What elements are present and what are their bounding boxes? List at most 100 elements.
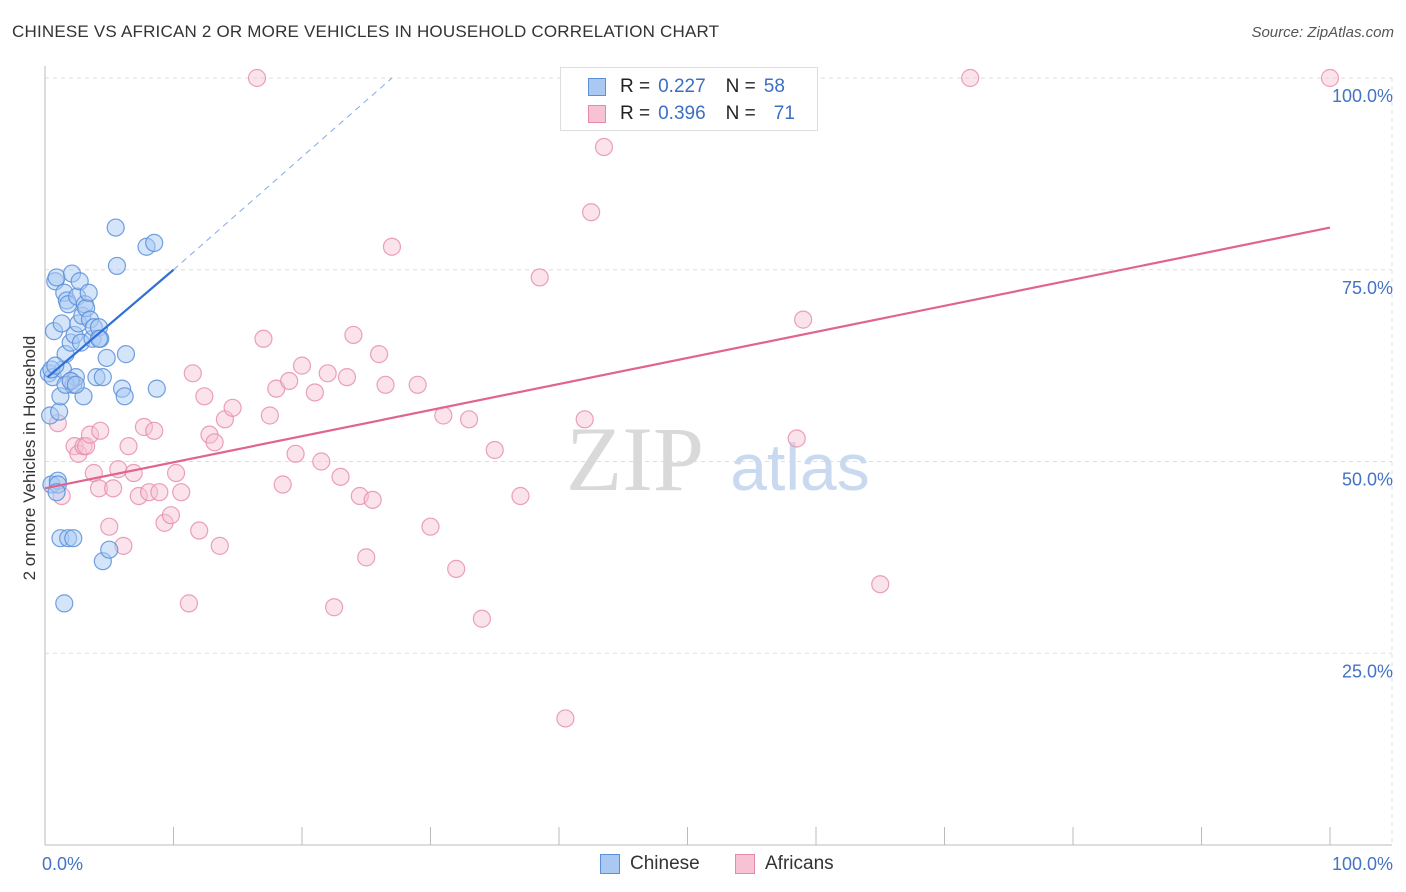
africans-point [485,440,504,460]
africans-point [205,433,224,452]
africans-point [376,375,395,394]
legend-r-value: 0.227 [658,76,706,97]
correlation-legend: R = 0.227 N = 58 R = 0.396 N = 71 [560,67,818,131]
africans-point [104,479,123,498]
africans-point [139,483,159,502]
chinese-point [66,375,85,394]
legend-r-value: 0.396 [658,103,706,124]
africans-point [325,598,344,617]
africans-point [556,709,575,728]
africans-point [179,594,199,613]
africans-point [260,406,279,425]
legend-n-label: N = [725,103,756,124]
chinese-point [79,283,98,302]
y-tick-label: 50.0% [1342,470,1393,490]
africans-point [1320,68,1340,88]
africans-trend-line [44,226,1331,490]
africans-point [124,463,143,483]
africans-point [183,364,202,383]
africans-points [48,68,1340,728]
africans-point [286,444,305,463]
watermark-zip: ZIP [566,408,704,510]
chinese-point [100,540,119,559]
africans-point [472,609,491,628]
legend-r-label: R = [620,76,651,97]
africans-point [421,517,440,536]
africans-point [408,375,427,394]
source-label: Source: ZipAtlas.com [1251,24,1394,41]
tick-labels: 25.0% 50.0% 75.0% 100.0% 0.0% 100.0% [42,86,1393,874]
chinese-point [145,233,164,253]
chinese-point [93,368,112,387]
y-axis-label: 2 or more Vehicles in Household [20,335,39,581]
africans-point [511,486,530,506]
chinese-point [147,379,166,398]
africans-point [318,364,337,383]
chinese-point [107,256,127,276]
legend-n-label: N = [725,76,756,97]
y-tick-label: 75.0% [1342,278,1393,298]
africans-point [145,421,164,440]
africans-point [80,425,100,444]
africans-point [582,203,601,222]
legend-r-label: R = [620,103,651,124]
africans-point [961,68,980,88]
y-tick-label: 25.0% [1342,661,1393,681]
legend-n-value: 71 [773,103,795,124]
africans-point [77,437,96,456]
africans-point [370,345,389,364]
chinese-points [39,218,166,613]
africans-point [273,475,292,494]
africans-point [382,237,402,256]
africans-point [89,479,109,498]
africans-point [292,356,312,375]
africans-point [357,548,376,567]
legend-row-africans: R = 0.396 N = 71 [561,100,795,128]
africans-point [305,383,324,402]
africans-point [594,137,614,157]
chinese-point [50,402,69,421]
africans-point [195,387,214,406]
chinese-swatch [600,854,620,874]
africans-point [223,398,242,417]
x-tick-label: 0.0% [42,854,83,874]
africans-swatch [588,105,606,123]
africans-point [190,521,209,540]
africans-point [575,410,594,429]
africans-point [161,506,181,525]
africans-point [119,437,138,456]
bottom-legend-label: Chinese [630,853,700,874]
africans-point [129,486,148,506]
africans-point [459,410,479,429]
chinese-point [116,345,136,364]
watermark-atlas: atlas [730,430,869,504]
y-tick-label: 100.0% [1332,86,1393,106]
africans-point [254,329,273,348]
africans-point [530,268,549,287]
africans-point [247,68,267,88]
bottom-legend-africans: Africans [735,852,834,876]
legend-row-chinese: R = 0.227 N = 58 [561,73,785,101]
africans-point [312,452,331,471]
africans-point [331,467,350,486]
axes [44,66,1392,846]
africans-point [91,421,110,440]
africans-point [344,325,363,345]
chinese-point [89,329,109,348]
bottom-legend-chinese: Chinese [600,852,700,876]
africans-point [150,483,169,502]
africans-point [794,310,813,329]
chinese-point [55,594,74,613]
chinese-trend-extension [173,77,393,271]
africans-point [166,463,186,483]
chinese-point [115,387,134,406]
africans-point [363,490,382,509]
africans-point [447,559,466,578]
watermark: ZIP atlas [566,408,870,510]
africans-point [172,483,191,502]
africans-point [210,536,229,555]
chinese-swatch [588,78,606,96]
africans-point [280,371,299,391]
chinese-point [46,356,65,375]
